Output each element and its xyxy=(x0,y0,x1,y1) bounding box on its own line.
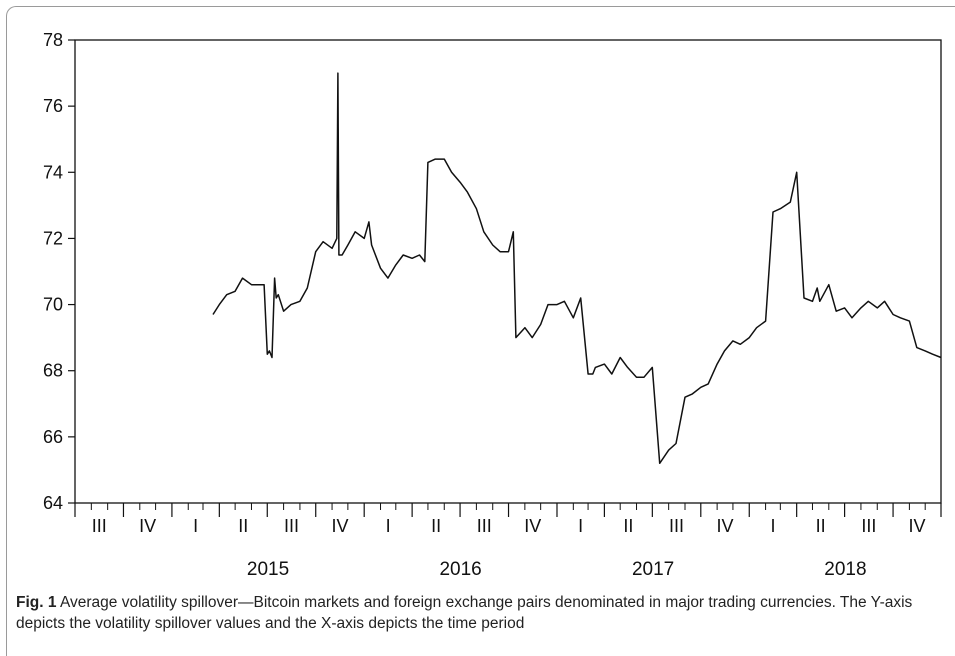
y-tick-label: 64 xyxy=(43,493,63,513)
x-quarter-label: II xyxy=(816,516,826,536)
x-quarter-label: III xyxy=(669,516,684,536)
x-quarter-label: II xyxy=(238,516,248,536)
x-year-label: 2018 xyxy=(824,559,866,580)
y-tick-label: 72 xyxy=(43,228,63,248)
x-quarter-label: I xyxy=(770,516,775,536)
y-axis: 64 66 68 70 72 74 76 78 xyxy=(43,30,75,513)
x-year-label: 2016 xyxy=(439,559,481,580)
x-quarter-label: II xyxy=(623,516,633,536)
x-quarter-label: IV xyxy=(331,516,348,536)
x-quarter-label: III xyxy=(92,516,107,536)
x-quarter-label: IV xyxy=(524,516,541,536)
y-tick-label: 74 xyxy=(43,162,63,182)
caption-text: Average volatility spillover—Bitcoin mar… xyxy=(16,594,913,632)
x-axis: III IV I II III IV I II III IV I II III IV I II III IV201… xyxy=(74,503,942,580)
x-quarter-label: III xyxy=(861,516,876,536)
y-tick-label: 78 xyxy=(43,30,63,50)
figure-caption: Fig. 1 Average volatility spillover—Bitc… xyxy=(16,592,946,634)
x-quarter-label: IV xyxy=(717,516,734,536)
y-tick-label: 66 xyxy=(43,427,63,447)
x-quarter-label: II xyxy=(431,516,441,536)
figure-label: Fig. 1 xyxy=(16,594,57,611)
x-quarter-label: IV xyxy=(139,516,156,536)
plot-area xyxy=(74,39,942,504)
y-tick-label: 70 xyxy=(43,295,63,315)
series-line xyxy=(212,72,942,465)
figure-frame xyxy=(6,6,955,656)
y-tick-label: 68 xyxy=(43,361,63,381)
x-quarter-label: I xyxy=(386,516,391,536)
x-quarter-label: IV xyxy=(909,516,926,536)
x-quarter-label: III xyxy=(284,516,299,536)
x-quarter-label: III xyxy=(477,516,492,536)
x-year-label: 2017 xyxy=(632,559,674,580)
x-quarter-label: I xyxy=(578,516,583,536)
x-quarter-label: I xyxy=(193,516,198,536)
x-year-label: 2015 xyxy=(247,559,289,580)
y-tick-label: 76 xyxy=(43,96,63,116)
